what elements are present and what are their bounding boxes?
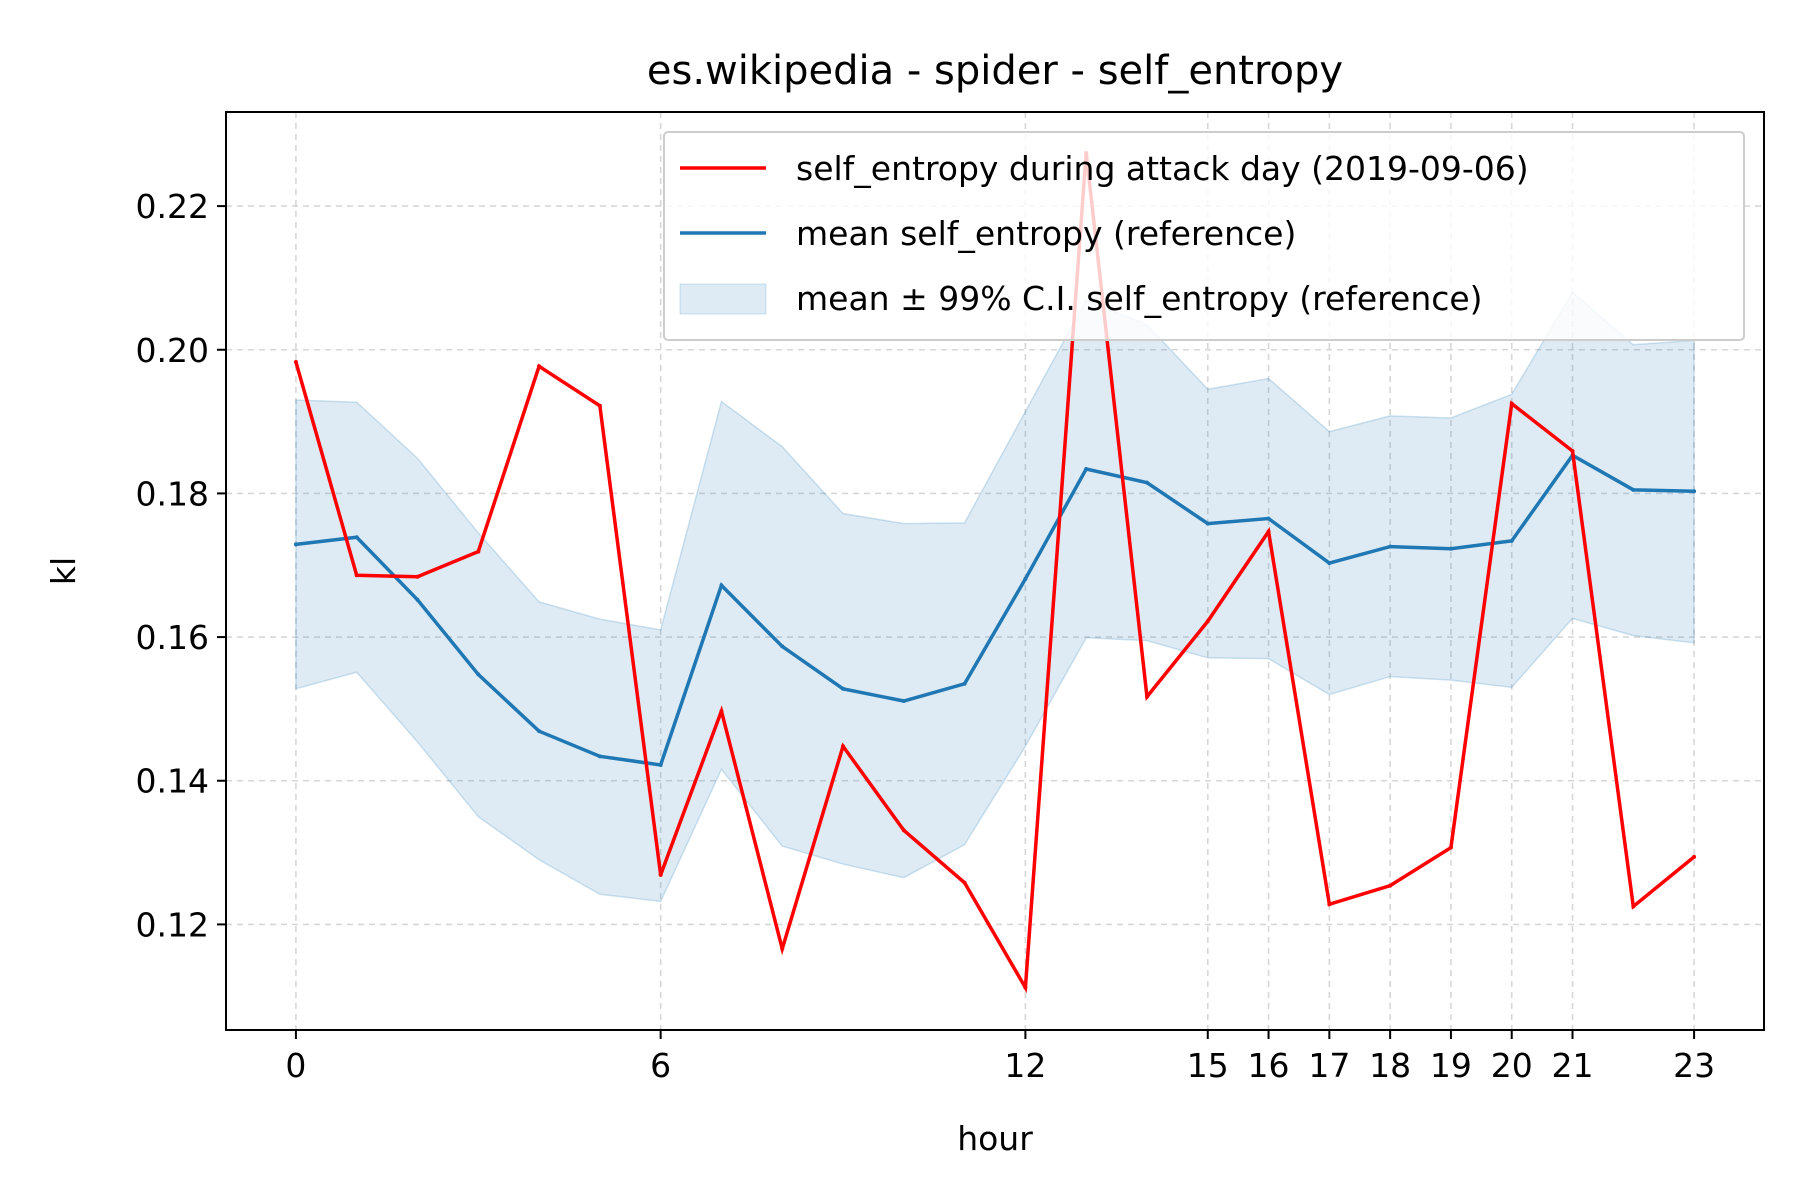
mean-point [597, 754, 602, 759]
attack-day-point [719, 709, 724, 714]
x-tick-label: 0 [285, 1046, 306, 1085]
mean-point [1084, 467, 1089, 471]
mean-point [1144, 480, 1149, 485]
mean-point [1205, 521, 1210, 526]
x-tick-label: 12 [1004, 1046, 1046, 1085]
chart-title: es.wikipedia - spider - self_entropy [647, 48, 1343, 94]
x-tick-label: 19 [1430, 1046, 1472, 1085]
y-tick-label: 0.18 [136, 474, 209, 513]
attack-day-point [293, 359, 298, 364]
attack-day-point [1327, 902, 1332, 907]
attack-day-point [962, 880, 967, 885]
mean-point [1509, 538, 1514, 543]
x-tick-label: 23 [1673, 1046, 1715, 1085]
mean-series-line [295, 453, 1695, 767]
legend-label-mean: mean self_entropy (reference) [796, 214, 1296, 253]
mean-point [962, 681, 967, 686]
attack-day-point [1631, 904, 1636, 909]
x-tick-label: 17 [1308, 1046, 1350, 1085]
attack-day-point [1266, 529, 1271, 534]
attack-day-point [1509, 401, 1514, 406]
x-axis-label: hour [957, 1119, 1033, 1158]
x-tick-label: 21 [1552, 1046, 1594, 1085]
attack-day-point [1692, 854, 1697, 859]
legend-label-attack-day: self_entropy during attack day (2019-09-… [796, 149, 1529, 188]
attack-day-point [1205, 619, 1210, 624]
mean-point [537, 729, 542, 734]
attack-day-point [597, 403, 602, 408]
mean-point [354, 535, 359, 540]
attack-day-point [1570, 449, 1575, 454]
attack-day-point [1388, 883, 1393, 888]
mean-point [1023, 576, 1028, 581]
plot-area-frame [225, 111, 1765, 1031]
attack-day-point [1448, 845, 1453, 850]
attack-day-point [537, 364, 542, 369]
mean-point [841, 686, 846, 691]
mean-point [1631, 487, 1636, 492]
attack-day-point [658, 872, 663, 877]
legend-swatch-ci-band [679, 283, 767, 315]
y-tick-label: 0.12 [136, 905, 209, 944]
x-tick-label: 6 [650, 1046, 671, 1085]
grid [226, 112, 1764, 1030]
mean-point [658, 762, 663, 767]
axis-ticks: 0 6 12 15 16 17 18 19 20 21 23 0.12 0.14 0.16 0.18 0.20… [136, 187, 1716, 1085]
x-tick-label: 20 [1491, 1046, 1533, 1085]
y-tick-label: 0.14 [136, 762, 209, 801]
mean-point [1388, 544, 1393, 549]
attack-day-point [415, 574, 420, 579]
attack-day-point [841, 744, 846, 749]
attack-day-point [1023, 985, 1028, 990]
y-tick-label: 0.22 [136, 187, 209, 226]
x-tick-label: 16 [1248, 1046, 1290, 1085]
mean-point [293, 542, 298, 547]
mean-point [901, 699, 906, 704]
mean-point [1692, 489, 1697, 494]
x-tick-label: 15 [1187, 1046, 1229, 1085]
x-tick-label: 18 [1369, 1046, 1411, 1085]
legend-box [663, 131, 1745, 341]
mean-point [415, 597, 420, 602]
series-lines-layer [293, 150, 1697, 994]
mean-point [1266, 516, 1271, 521]
mean-point [719, 583, 724, 588]
mean-point [476, 672, 481, 677]
y-tick-label: 0.20 [136, 331, 209, 370]
attack-day-point [1144, 694, 1149, 699]
attack-day-series-line [294, 152, 1696, 994]
y-tick-label: 0.16 [136, 618, 209, 657]
attack-day-point [354, 573, 359, 578]
y-axis-label: kl [44, 557, 83, 585]
legend-label-ci-band: mean ± 99% C.I. self_entropy (reference) [796, 279, 1483, 318]
mean-point [1327, 561, 1332, 566]
attack-day-point [476, 549, 481, 554]
legend: self_entropy during attack day (2019-09-… [663, 131, 1745, 341]
attack-day-point [901, 828, 906, 833]
mean-point [780, 644, 785, 649]
mean-point [1448, 546, 1453, 551]
attack-day-point [780, 946, 785, 951]
